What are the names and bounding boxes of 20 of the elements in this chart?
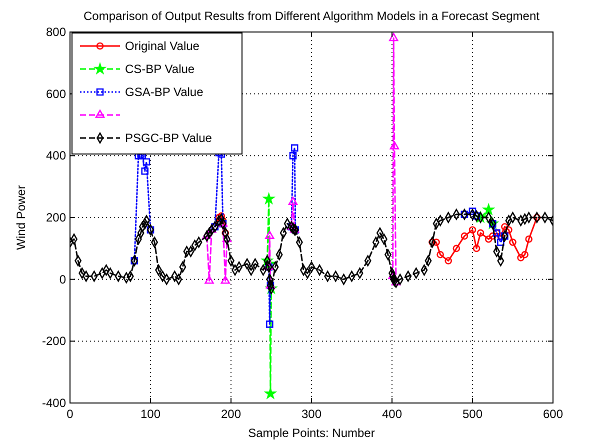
- x-tick-label: 500: [462, 407, 483, 421]
- x-tick-label: 400: [382, 407, 402, 421]
- x-tick-label: 200: [220, 407, 242, 421]
- y-tick-label: 400: [46, 148, 66, 163]
- legend-label: PSGC-BP Value: [125, 131, 212, 145]
- x-tick-label: 300: [301, 407, 322, 421]
- x-tick-label: 100: [140, 407, 161, 421]
- x-tick-label: 600: [542, 407, 564, 421]
- legend-label: CS-BP Value: [125, 62, 195, 76]
- y-tick-label: -400: [42, 396, 66, 410]
- x-axis-title: Sample Points: Number: [248, 426, 375, 440]
- y-tick-label: 200: [46, 210, 66, 224]
- y-tick-label: 600: [46, 86, 66, 101]
- chart-title: Comparison of Output Results from Different Algorithm Models in a Forecast Segment: [84, 9, 540, 23]
- y-axis-title: Wind Power: [14, 185, 28, 250]
- y-tick-label: -200: [42, 334, 66, 348]
- y-tick-label: 0: [59, 272, 66, 286]
- legend-label: GSA-BP Value: [125, 85, 204, 99]
- legend-label: Original Value: [125, 39, 200, 53]
- y-tick-label: 800: [46, 25, 66, 39]
